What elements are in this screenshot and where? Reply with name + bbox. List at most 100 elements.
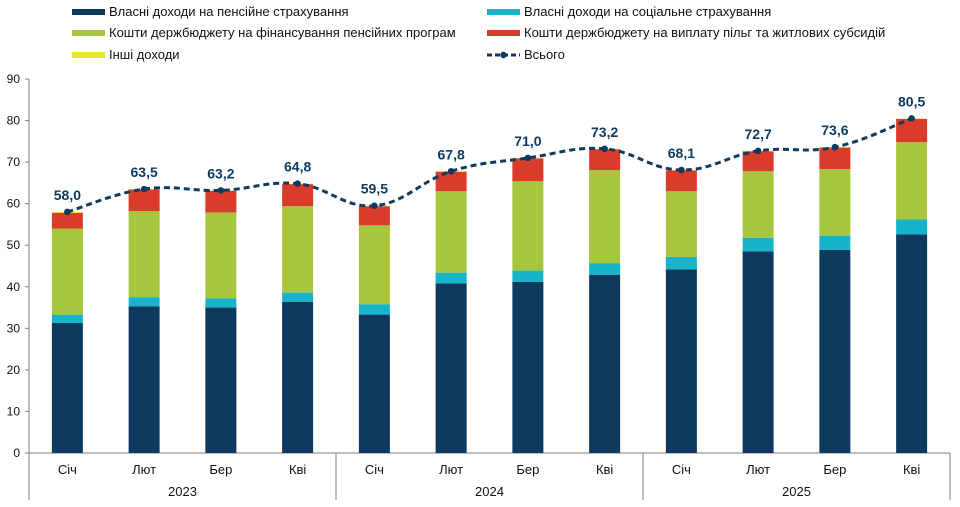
total-value-label-3: 64,8 xyxy=(284,159,311,175)
total-marker-8 xyxy=(678,166,685,174)
bar-segment-s2-c0 xyxy=(51,228,83,315)
x-tick-label-10: Бер xyxy=(823,462,846,477)
bar-segment-s1-c9 xyxy=(742,237,774,252)
bar-segment-s2-c7 xyxy=(589,170,621,264)
total-marker-10 xyxy=(831,143,839,151)
x-tick-label-8: Січ xyxy=(672,462,691,477)
bar-segment-s1-c3 xyxy=(282,292,314,302)
legend-swatch-1 xyxy=(487,9,520,15)
total-value-label-9: 72,7 xyxy=(745,126,772,142)
total-value-label-5: 67,8 xyxy=(438,146,465,162)
group-label-0: 2023 xyxy=(168,484,197,499)
legend-swatch-2 xyxy=(72,30,105,36)
x-tick-label-3: Кві xyxy=(289,462,306,477)
bar-segment-s0-c11 xyxy=(896,234,928,453)
x-tick-label-4: Січ xyxy=(365,462,384,477)
bar-segment-s0-c4 xyxy=(358,314,390,453)
bar-segment-s0-c5 xyxy=(435,283,467,453)
x-tick-label-1: Лют xyxy=(132,462,156,477)
legend: Власні доходи на пенсійне страхування Вла… xyxy=(72,4,885,62)
y-tick-label-4: 40 xyxy=(7,280,21,294)
group-label-2: 2025 xyxy=(782,484,811,499)
total-value-label-7: 73,2 xyxy=(591,124,618,140)
legend-label-4: Інші доходи xyxy=(109,47,180,62)
total-value-label-4: 59,5 xyxy=(361,181,388,197)
bar-segment-s0-c9 xyxy=(742,251,774,453)
bar-segment-s0-c3 xyxy=(282,301,314,453)
legend-swatch-3 xyxy=(487,30,520,36)
total-marker-0 xyxy=(64,208,71,216)
bar-segment-s1-c7 xyxy=(589,263,621,275)
bar-segment-s1-c10 xyxy=(819,235,851,250)
bar-segment-s3-c3 xyxy=(282,184,314,207)
x-tick-label-0: Січ xyxy=(58,462,77,477)
bar-segment-s3-c7 xyxy=(589,149,621,171)
y-tick-label-7: 70 xyxy=(7,155,21,169)
bar-segment-s3-c10 xyxy=(819,147,851,170)
bar-segment-s1-c1 xyxy=(128,297,160,307)
bar-segment-s3-c0 xyxy=(51,212,83,229)
total-value-label-2: 63,2 xyxy=(207,165,234,181)
bar-segment-s3-c2 xyxy=(205,190,237,213)
bar-segment-s2-c2 xyxy=(205,212,237,299)
total-value-label-6: 71,0 xyxy=(514,133,541,149)
total-marker-9 xyxy=(754,147,762,155)
bar-segment-s3-c9 xyxy=(742,151,774,172)
total-value-label-0: 58,0 xyxy=(54,187,81,203)
x-tick-label-5: Лют xyxy=(439,462,463,477)
bar-segment-s2-c5 xyxy=(435,191,467,273)
legend-label-3: Кошти держбюджету на виплату пільг та жи… xyxy=(524,25,885,40)
x-tick-label-11: Кві xyxy=(903,462,920,477)
total-line-path xyxy=(66,117,913,214)
y-tick-label-5: 50 xyxy=(7,238,21,252)
bar-segment-s2-c4 xyxy=(358,225,390,305)
y-tick-label-3: 30 xyxy=(7,321,21,335)
total-marker-5 xyxy=(447,167,455,175)
group-label-1: 2024 xyxy=(475,484,504,499)
axes: 0 10 20 30 40 50 60 70 80 90 Січ Лют Бер Кві Січ Лют Бер… xyxy=(7,72,951,500)
bar-segment-s0-c2 xyxy=(205,307,237,453)
bar-segment-s1-c6 xyxy=(512,270,544,282)
bar-segment-s1-c11 xyxy=(896,219,928,235)
total-marker-4 xyxy=(371,202,378,210)
bar-segment-s1-c4 xyxy=(358,304,390,315)
bar-segment-s0-c0 xyxy=(51,322,83,453)
bar-segment-s1-c5 xyxy=(435,272,467,284)
total-marker-6 xyxy=(524,154,532,162)
bar-segment-s3-c1 xyxy=(128,189,160,212)
bar-segment-s2-c8 xyxy=(665,191,697,257)
bar-segment-s3-c5 xyxy=(435,171,467,192)
bar-segment-s0-c8 xyxy=(665,269,697,453)
total-marker-11 xyxy=(908,115,915,122)
y-tick-label-8: 80 xyxy=(7,114,21,128)
legend-swatch-4 xyxy=(72,52,105,58)
bar-segment-s0-c10 xyxy=(819,249,851,453)
bar-segment-s3-c11 xyxy=(896,118,928,143)
bar-segment-s3-c4 xyxy=(358,206,390,226)
bar-segment-s2-c6 xyxy=(512,181,544,271)
y-tick-label-2: 20 xyxy=(7,363,21,377)
total-line xyxy=(64,115,915,216)
total-marker-1 xyxy=(140,185,148,193)
x-tick-label-6: Бер xyxy=(516,462,539,477)
bar-segment-s1-c0 xyxy=(51,314,83,323)
total-value-label-1: 63,5 xyxy=(131,164,158,180)
bar-segment-s3-c6 xyxy=(512,158,544,182)
x-tick-label-7: Кві xyxy=(596,462,613,477)
bar-segment-s0-c6 xyxy=(512,281,544,453)
total-value-label-8: 68,1 xyxy=(668,145,695,161)
total-value-label-10: 73,6 xyxy=(821,122,848,138)
total-value-label-11: 80,5 xyxy=(898,93,925,109)
bar-segment-s2-c1 xyxy=(128,211,160,298)
legend-label-0: Власні доходи на пенсійне страхування xyxy=(109,4,349,19)
legend-label-2: Кошти держбюджету на фінансування пенсій… xyxy=(109,25,456,40)
bar-segment-s3-c8 xyxy=(665,170,697,192)
bar-segment-s2-c9 xyxy=(742,171,774,238)
bar-segment-s1-c2 xyxy=(205,298,237,308)
y-tick-label-0: 0 xyxy=(13,446,20,460)
total-marker-3 xyxy=(294,180,301,188)
total-marker-7 xyxy=(601,145,608,153)
bar-segment-s2-c3 xyxy=(282,206,314,293)
